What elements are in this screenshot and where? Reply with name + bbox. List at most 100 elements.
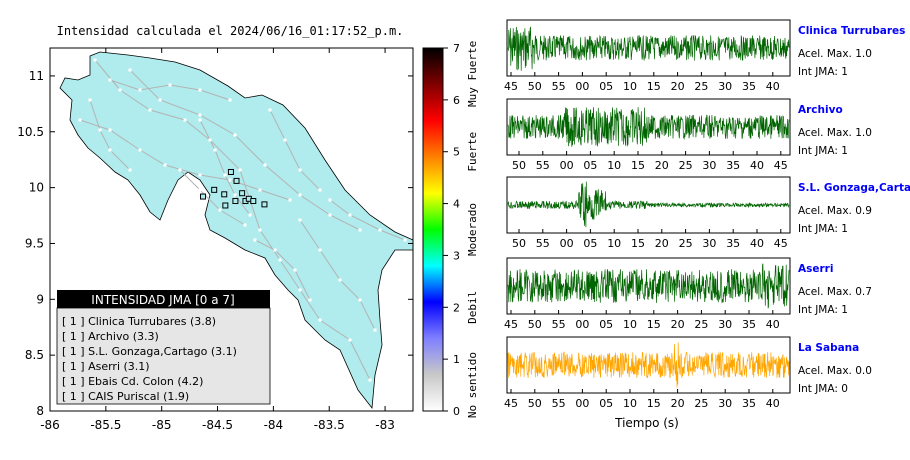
town-dot bbox=[243, 223, 247, 227]
waveform-panel: 45 50 55 00 05 10 15 20 25 30 35 40 Clinica Turrubar… bbox=[504, 19, 905, 93]
time-tick-label: 20 bbox=[671, 80, 685, 93]
colorbar-class-label: No sentido bbox=[466, 352, 479, 418]
time-tick-label: 45 bbox=[504, 80, 518, 93]
time-tick-label: 30 bbox=[718, 397, 732, 410]
colorbar-tick-label: 3 bbox=[453, 249, 460, 262]
waveform-panel: 50 55 00 05 10 15 20 25 30 35 40 45 Archivo Acel. Max… bbox=[506, 98, 872, 172]
town-dot bbox=[163, 163, 167, 167]
time-tick-label: 15 bbox=[631, 159, 645, 172]
town-dot bbox=[198, 188, 202, 192]
time-tick-label: 25 bbox=[694, 80, 708, 93]
time-tick-label: 50 bbox=[512, 159, 526, 172]
legend-item: [ 1 ] Ebais Cd. Colon (4.2) bbox=[62, 375, 203, 388]
map-x-tick-labels: -86 -85.5 -85 -84.5 -84 -83.5 -83 bbox=[40, 418, 395, 432]
accel-max: Acel. Max. 1.0 bbox=[798, 48, 872, 60]
town-dot bbox=[278, 258, 282, 262]
time-tick-label: 45 bbox=[774, 237, 788, 250]
station-name: Archivo bbox=[798, 104, 843, 116]
time-tick-label: 50 bbox=[528, 80, 542, 93]
time-tick-label: 30 bbox=[702, 159, 716, 172]
town-dots bbox=[78, 58, 407, 382]
time-tick-label: 35 bbox=[726, 237, 740, 250]
waveform-trace bbox=[507, 181, 790, 228]
road bbox=[79, 119, 291, 201]
town-dot bbox=[148, 108, 152, 112]
road bbox=[129, 69, 361, 231]
time-tick-label: 35 bbox=[742, 318, 756, 331]
station-marker bbox=[233, 177, 240, 184]
town-dot bbox=[283, 138, 287, 142]
waveform-panel: 45 50 55 00 05 10 15 20 25 30 35 40 La Sabana Acel. M… bbox=[504, 336, 872, 410]
station-marker bbox=[211, 186, 218, 193]
legend-item: [ 1 ] CAIS Puriscal (1.9) bbox=[62, 390, 189, 403]
map-x-tick-label: -85.5 bbox=[90, 418, 121, 432]
map-x-tick-label: -83 bbox=[375, 418, 395, 432]
town-dot bbox=[218, 208, 222, 212]
time-tick-label: 20 bbox=[655, 237, 669, 250]
map-frame bbox=[49, 47, 414, 412]
time-tick-label: 05 bbox=[583, 159, 597, 172]
station-name: Clinica Turrubares bbox=[798, 25, 905, 37]
time-tick-label: 35 bbox=[726, 159, 740, 172]
waveform-trace bbox=[507, 263, 790, 309]
time-tick-label: 55 bbox=[552, 318, 566, 331]
town-dot bbox=[328, 213, 332, 217]
waveform-trace bbox=[507, 342, 790, 388]
time-tick-label: 40 bbox=[766, 318, 780, 331]
time-tick-label: 50 bbox=[512, 237, 526, 250]
time-tick-label: 05 bbox=[583, 237, 597, 250]
map-x-tick-label: -84 bbox=[264, 418, 284, 432]
station-name: S.L. Gonzaga,Cartago bbox=[798, 182, 910, 194]
time-tick-label: 30 bbox=[718, 318, 732, 331]
town-dot bbox=[328, 198, 332, 202]
town-dot bbox=[98, 128, 102, 132]
time-tick-label: 30 bbox=[702, 237, 716, 250]
int-jma: Int JMA: 0 bbox=[798, 383, 848, 395]
time-tick-label: 00 bbox=[575, 397, 589, 410]
colorbar-tick-label: 7 bbox=[453, 42, 460, 55]
station-name: La Sabana bbox=[798, 342, 859, 354]
town-dot bbox=[238, 168, 242, 172]
time-tick-label: 55 bbox=[552, 397, 566, 410]
time-tick-label: 35 bbox=[742, 397, 756, 410]
colorbar: 0 1 2 3 4 5 6 7 No sentido Debil Moderado Fuerte Mu… bbox=[422, 41, 479, 418]
map-y-tick-label: 10.5 bbox=[17, 125, 44, 139]
time-tick-label: 15 bbox=[647, 80, 661, 93]
road bbox=[89, 99, 131, 171]
town-dot bbox=[298, 193, 302, 197]
town-dot bbox=[198, 118, 202, 122]
time-tick-label: 10 bbox=[623, 80, 637, 93]
time-tick-label: 15 bbox=[647, 397, 661, 410]
town-dot bbox=[198, 173, 202, 177]
waveform-panels: 45 50 55 00 05 10 15 20 25 30 35 40 Clinica Turrubar… bbox=[504, 19, 910, 410]
town-dot bbox=[403, 238, 407, 242]
int-jma: Int JMA: 1 bbox=[798, 145, 848, 157]
time-tick-label: 50 bbox=[528, 318, 542, 331]
town-dot bbox=[378, 228, 382, 232]
station-marker bbox=[222, 202, 229, 209]
time-tick-label: 50 bbox=[528, 397, 542, 410]
colorbar-class-label: Fuerte bbox=[466, 132, 479, 172]
town-dot bbox=[168, 83, 172, 87]
station-marker bbox=[261, 201, 268, 208]
colorbar-tick-label: 5 bbox=[453, 146, 460, 159]
road bbox=[254, 239, 311, 301]
time-tick-label: 00 bbox=[560, 237, 574, 250]
station-marker bbox=[250, 198, 257, 205]
station-marker bbox=[221, 191, 228, 198]
town-dot bbox=[118, 88, 122, 92]
accel-max: Acel. Max. 1.0 bbox=[798, 127, 872, 139]
map-x-tick-label: -83.5 bbox=[314, 418, 345, 432]
time-tick-label: 15 bbox=[631, 237, 645, 250]
time-tick-label: 30 bbox=[718, 80, 732, 93]
int-jma: Int JMA: 1 bbox=[798, 223, 848, 235]
time-tick-label: 25 bbox=[679, 159, 693, 172]
time-tick-label: 35 bbox=[742, 80, 756, 93]
station-marker bbox=[239, 190, 246, 197]
road bbox=[179, 169, 246, 226]
town-dot bbox=[348, 213, 352, 217]
map-y-tick-label: 9 bbox=[36, 292, 44, 306]
town-dot bbox=[293, 268, 297, 272]
time-tick-label: 00 bbox=[575, 80, 589, 93]
legend-item: [ 1 ] Clinica Turrubares (3.8) bbox=[62, 315, 216, 328]
